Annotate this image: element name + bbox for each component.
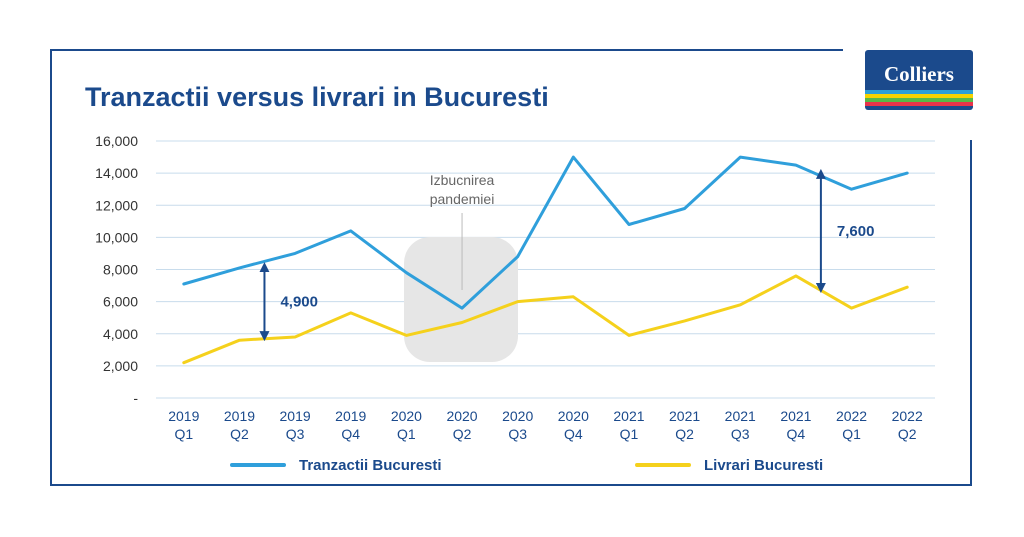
legend-label: Livrari Bucuresti	[704, 457, 823, 474]
logo-stripe-yellow	[865, 94, 973, 98]
y-tick-label: 2,000	[103, 358, 138, 374]
x-tick-year: 2019	[168, 408, 199, 424]
x-tick-year: 2022	[892, 408, 923, 424]
x-tick-year: 2020	[391, 408, 422, 424]
x-tick-year: 2019	[335, 408, 366, 424]
x-tick-year: 2019	[280, 408, 311, 424]
pandemic-label: pandemiei	[430, 191, 495, 207]
y-tick-label: 4,000	[103, 326, 138, 342]
x-tick-year: 2022	[836, 408, 867, 424]
x-tick-quarter: Q4	[787, 426, 806, 442]
y-axis-ticks: - 2,000 4,000 6,000 8,000 10,000 12,000 14,000 1…	[95, 133, 138, 406]
x-tick-quarter: Q1	[620, 426, 639, 442]
logo-stripe-blue	[865, 90, 973, 94]
x-tick-quarter: Q2	[453, 426, 472, 442]
annotation-label: 4,900	[280, 294, 318, 311]
pandemic-label: Izbucnirea	[430, 172, 495, 188]
chart-frame	[50, 49, 972, 486]
x-tick-quarter: Q4	[341, 426, 360, 442]
x-tick-quarter: Q1	[842, 426, 861, 442]
y-tick-label: 6,000	[103, 294, 138, 310]
x-tick-year: 2020	[558, 408, 589, 424]
x-tick-quarter: Q1	[174, 426, 193, 442]
x-tick-quarter: Q1	[397, 426, 416, 442]
legend: Tranzactii Bucuresti Livrari Bucuresti	[230, 457, 823, 474]
legend-label: Tranzactii Bucuresti	[299, 457, 442, 474]
x-tick-quarter: Q2	[230, 426, 249, 442]
y-tick-label: 8,000	[103, 262, 138, 278]
y-tick-label: 10,000	[95, 229, 138, 245]
x-tick-quarter: Q3	[731, 426, 750, 442]
logo-stripe-red	[865, 102, 973, 106]
y-tick-label: 12,000	[95, 197, 138, 213]
series-line	[182, 274, 909, 365]
x-tick-year: 2021	[780, 408, 811, 424]
x-tick-quarter: Q2	[898, 426, 917, 442]
annotation-label: 7,600	[837, 223, 875, 240]
logo-stripe-green	[865, 98, 973, 102]
x-tick-year: 2021	[669, 408, 700, 424]
x-tick-year: 2019	[224, 408, 255, 424]
y-tick-label: -	[133, 390, 138, 406]
x-tick-quarter: Q3	[508, 426, 527, 442]
y-tick-label: 14,000	[95, 165, 138, 181]
y-tick-label: 16,000	[95, 133, 138, 149]
x-axis-ticks: 2019 Q1 2019 Q2 2019 Q3 2019 Q4 2020 Q1 2020 Q2 2020…	[168, 408, 923, 442]
x-tick-year: 2020	[502, 408, 533, 424]
series-lines	[182, 155, 909, 365]
chart-title: Tranzactii versus livrari in Bucuresti	[85, 82, 549, 112]
x-tick-quarter: Q3	[286, 426, 305, 442]
gridlines	[156, 140, 935, 399]
x-tick-quarter: Q4	[564, 426, 583, 442]
x-tick-year: 2021	[725, 408, 756, 424]
logo-text: Colliers	[884, 62, 954, 86]
x-tick-quarter: Q2	[675, 426, 694, 442]
annotations: 4,900 7,600	[259, 168, 875, 342]
series-line	[182, 155, 909, 310]
x-tick-year: 2021	[613, 408, 644, 424]
pandemic-box	[404, 237, 518, 362]
colliers-logo: Colliers	[865, 50, 973, 110]
x-tick-year: 2020	[446, 408, 477, 424]
